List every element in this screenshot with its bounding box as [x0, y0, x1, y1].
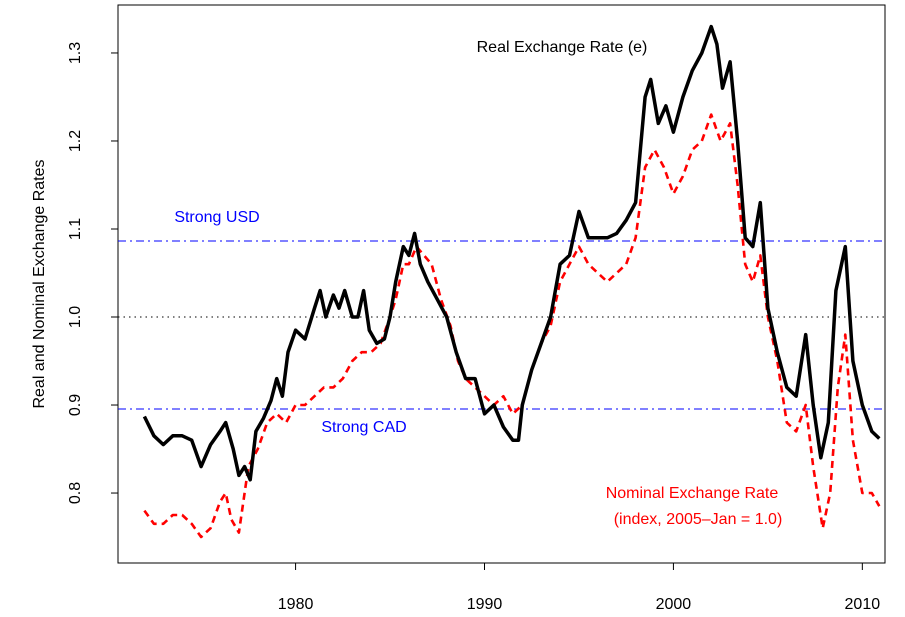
plot-box [117, 4, 886, 564]
x-tick-label: 1990 [467, 596, 503, 613]
x-tick-label: 1980 [278, 596, 314, 613]
y-tick-label: 1.2 [67, 130, 84, 152]
y-tick-label: 1.1 [67, 218, 84, 240]
annotation: Nominal Exchange Rate [606, 485, 779, 502]
annotation: (index, 2005–Jan = 1.0) [614, 511, 783, 528]
x-tick-label: 2000 [656, 596, 692, 613]
reference-label: Strong CAD [321, 419, 406, 436]
y-axis-label: Real and Nominal Exchange Rates [31, 159, 48, 408]
reference-label: Strong USD [174, 209, 259, 226]
annotation: Real Exchange Rate (e) [477, 39, 648, 56]
y-tick-label: 0.8 [67, 482, 84, 504]
series-line [143, 113, 881, 539]
series-line [142, 24, 881, 482]
y-tick-label: 0.9 [67, 394, 84, 416]
y-tick-label: 1.3 [67, 42, 84, 64]
y-tick-label: 1.0 [67, 306, 84, 328]
x-tick-label: 2010 [845, 596, 881, 613]
